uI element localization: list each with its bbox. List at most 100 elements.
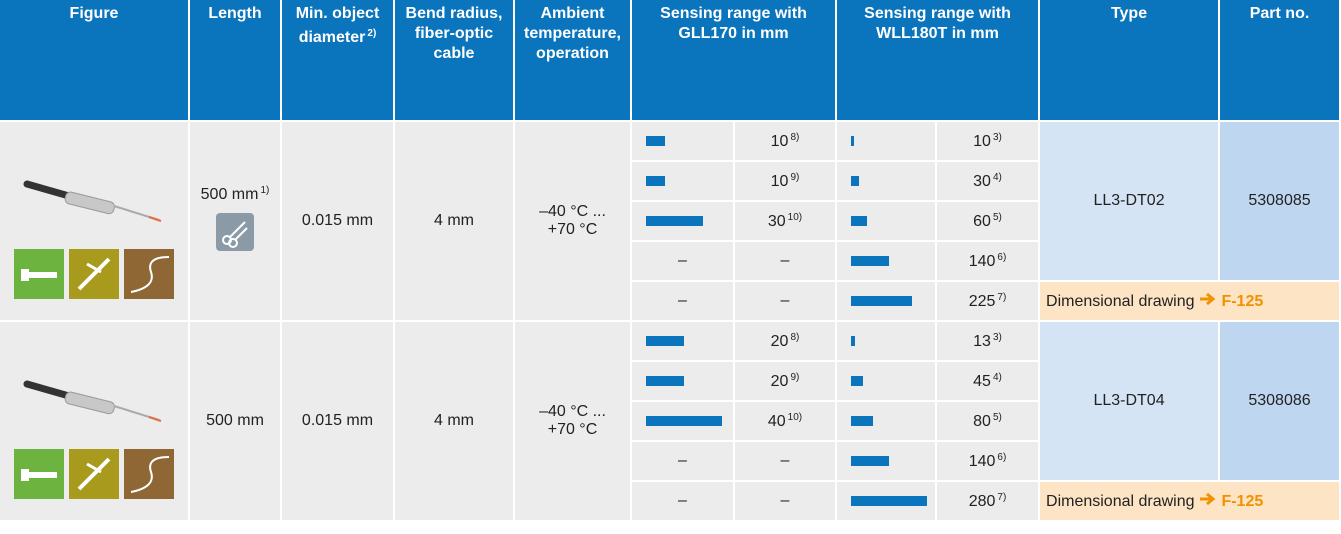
value-cell: 225 7) — [937, 282, 1039, 320]
header-text: Figure — [69, 5, 119, 22]
value-cell: 60 5) — [937, 202, 1039, 240]
bend-radius-cell: 4 mm — [395, 122, 513, 320]
min-diameter-cell: 0.015 mm — [282, 322, 393, 520]
range-value: 20 — [770, 332, 789, 350]
value-cell: 280 7) — [937, 482, 1039, 520]
range-value: 280 — [968, 492, 996, 510]
part-no: 5308086 — [1248, 392, 1311, 409]
range-bar — [646, 175, 665, 186]
header-cell: Figure — [0, 0, 188, 120]
bar-cell — [837, 482, 936, 520]
bar-cell — [837, 322, 936, 360]
header-cell: Bend radius, fiber-optic cable — [395, 0, 513, 120]
header-text: Sensing range with GLL170 in mm — [660, 5, 807, 42]
value-cell: 10 9) — [735, 162, 836, 200]
range-bar — [851, 175, 860, 186]
range-bar — [851, 135, 854, 146]
footnote: 7) — [997, 491, 1007, 503]
figure-cell — [0, 322, 188, 520]
value-cell: – — [735, 282, 836, 320]
value-cell: – — [735, 442, 836, 480]
value-cell: 30 4) — [937, 162, 1039, 200]
footnote: 5) — [992, 411, 1002, 423]
value-cell: 45 4) — [937, 362, 1039, 400]
length: 500 mm — [206, 412, 264, 429]
value-cell: 20 8) — [735, 322, 836, 360]
bend-radius: 4 mm — [434, 412, 474, 429]
header-cell: Sensing range with GLL170 in mm — [632, 0, 836, 120]
table-row: – – 140 6) — [0, 442, 1339, 480]
drawing-text: Dimensional drawing — [1046, 292, 1195, 310]
range-value: 225 — [968, 292, 996, 310]
footnote: 2) — [367, 28, 377, 39]
footnote: 9) — [790, 371, 800, 383]
bar-cell — [837, 122, 936, 160]
table-row: – – 140 6) — [0, 242, 1339, 280]
value-cell: – — [735, 242, 836, 280]
footnote: 8) — [790, 131, 800, 143]
bend-radius: 4 mm — [434, 212, 474, 229]
icon-wrap — [190, 212, 280, 257]
placeholder: – — [780, 252, 790, 269]
range-bar — [646, 415, 722, 426]
bar-cell — [837, 162, 936, 200]
table-row: – –280 7) Dimensional drawing F-125 — [0, 482, 1340, 520]
bar-cell — [632, 402, 733, 440]
header-text: Type — [1110, 5, 1148, 22]
value-cell: 13 3) — [937, 322, 1039, 360]
range-bar — [851, 295, 913, 306]
bar-cell — [837, 362, 936, 400]
header-cell: Sensing range with WLL180T in mm — [837, 0, 1039, 120]
footnote: 9) — [790, 171, 800, 183]
header-text: Bend radius, fiber-optic cable — [405, 5, 503, 62]
bar-cell: – — [632, 242, 733, 280]
product-table: Figure Length Min. object diameter 2) Bend r… — [0, 0, 1340, 520]
drawing-link[interactable]: F-125 — [1221, 492, 1264, 510]
range-bar — [851, 255, 890, 266]
range-value: 10 — [770, 172, 789, 190]
range-bar — [646, 335, 684, 346]
footnote: 5) — [992, 211, 1002, 223]
product-image — [14, 180, 174, 299]
bar-cell — [632, 322, 733, 360]
figure-cell — [0, 122, 188, 320]
type: LL3-DT02 — [1093, 192, 1165, 209]
bar-cell — [632, 162, 733, 200]
range-bar — [646, 215, 703, 226]
header-text: Ambient temperature, operation — [524, 5, 621, 62]
range-value: 13 — [973, 332, 991, 350]
value-cell: 140 6) — [937, 442, 1039, 480]
arrow-icon — [1199, 492, 1216, 505]
header-text: Part no. — [1249, 5, 1310, 22]
ambient-temperature-cell: –40 °C ... +70 °C — [515, 322, 630, 520]
header-text: Length — [208, 5, 262, 22]
range-value: 30 — [973, 172, 991, 190]
range-value: 30 — [767, 212, 786, 230]
bar-cell — [632, 202, 733, 240]
drawing-cell: Dimensional drawing F-125 — [1040, 282, 1340, 320]
range-bar — [646, 135, 665, 146]
range-value: 20 — [770, 372, 789, 390]
table-row: 10 9) 30 4) — [0, 162, 1339, 200]
bar-cell: – — [632, 282, 733, 320]
footnote: 3) — [992, 131, 1002, 143]
value-cell: 40 10) — [735, 402, 836, 440]
footnote: 4) — [992, 371, 1002, 383]
drawing-link[interactable]: F-125 — [1221, 292, 1264, 310]
header-row: Figure Length Min. object diameter 2) Bend r… — [0, 0, 1340, 120]
footnote: 10) — [787, 411, 803, 423]
length-cell: 500 mm 1) — [190, 122, 280, 320]
range-value: 10 — [973, 132, 991, 150]
range-value: 140 — [968, 452, 996, 470]
range-bar — [851, 415, 873, 426]
range-value: 45 — [973, 372, 991, 390]
type-cell: LL3-DT02 — [1040, 122, 1219, 280]
value-cell: – — [735, 482, 836, 520]
min-diameter: 0.015 mm — [301, 412, 374, 429]
header-cell: Min. object diameter 2) — [282, 0, 393, 120]
part-cell: 5308086 — [1220, 322, 1340, 480]
range-value: 80 — [973, 412, 991, 430]
product-image — [14, 380, 174, 499]
